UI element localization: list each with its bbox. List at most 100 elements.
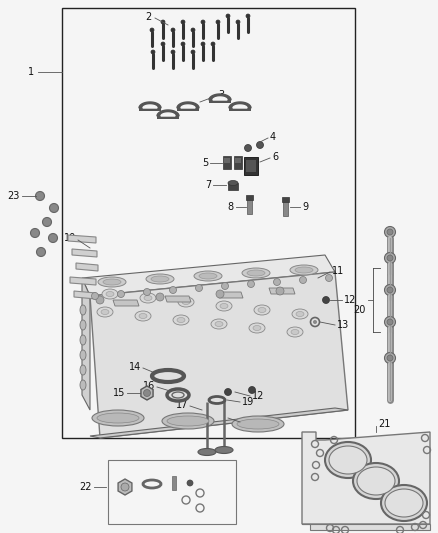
Circle shape (313, 320, 317, 324)
Ellipse shape (178, 297, 194, 307)
Polygon shape (269, 288, 295, 294)
Ellipse shape (80, 320, 86, 330)
Ellipse shape (182, 300, 190, 304)
Text: 8: 8 (228, 202, 234, 212)
Ellipse shape (215, 447, 233, 454)
Polygon shape (181, 105, 195, 108)
Ellipse shape (220, 303, 228, 309)
Polygon shape (177, 102, 199, 108)
Text: 14: 14 (129, 362, 141, 372)
Circle shape (246, 14, 250, 18)
Bar (157, 114, 179, 119)
Bar (282, 197, 289, 202)
Circle shape (226, 14, 230, 18)
Circle shape (187, 480, 193, 486)
Polygon shape (82, 255, 335, 296)
Circle shape (42, 217, 52, 227)
Ellipse shape (381, 485, 427, 521)
Ellipse shape (292, 309, 308, 319)
Ellipse shape (80, 365, 86, 375)
Polygon shape (302, 432, 430, 524)
Bar (247, 196, 252, 214)
Text: 15: 15 (113, 388, 125, 398)
Ellipse shape (139, 313, 147, 319)
Circle shape (300, 277, 307, 284)
Bar (228, 183, 238, 190)
Polygon shape (143, 105, 157, 108)
Text: 22: 22 (80, 482, 92, 492)
Ellipse shape (102, 289, 118, 299)
Ellipse shape (80, 350, 86, 360)
Bar (246, 160, 256, 172)
Ellipse shape (249, 323, 265, 333)
Bar (62, 8, 355, 438)
Ellipse shape (385, 489, 423, 517)
Polygon shape (90, 272, 348, 438)
Ellipse shape (194, 271, 222, 281)
Bar (234, 156, 242, 169)
Circle shape (156, 293, 164, 301)
Ellipse shape (198, 448, 216, 456)
Ellipse shape (287, 327, 303, 337)
Text: 6: 6 (272, 152, 278, 162)
Circle shape (244, 144, 251, 151)
Ellipse shape (140, 293, 156, 303)
Ellipse shape (146, 274, 174, 284)
Ellipse shape (97, 413, 139, 423)
Ellipse shape (101, 310, 109, 314)
Text: 21: 21 (378, 419, 390, 429)
Text: 9: 9 (302, 202, 308, 212)
Circle shape (191, 50, 195, 54)
Ellipse shape (173, 315, 189, 325)
Text: 2: 2 (146, 12, 152, 22)
Circle shape (325, 274, 332, 281)
Text: 7: 7 (205, 180, 211, 190)
Circle shape (36, 247, 46, 256)
Circle shape (247, 280, 254, 287)
Circle shape (171, 50, 175, 54)
Circle shape (144, 288, 151, 295)
Polygon shape (139, 102, 161, 108)
Ellipse shape (151, 276, 169, 282)
Ellipse shape (254, 305, 270, 315)
Circle shape (387, 355, 393, 361)
Circle shape (211, 42, 215, 46)
Circle shape (248, 386, 255, 393)
Text: 18: 18 (242, 417, 254, 427)
Ellipse shape (211, 319, 227, 329)
Circle shape (49, 204, 59, 213)
Circle shape (195, 285, 202, 292)
Circle shape (276, 287, 284, 295)
Circle shape (322, 296, 329, 303)
Circle shape (225, 389, 232, 395)
Circle shape (117, 290, 124, 297)
Ellipse shape (228, 181, 238, 185)
Circle shape (96, 296, 104, 304)
Circle shape (201, 20, 205, 24)
Text: 4: 4 (270, 132, 276, 142)
Polygon shape (118, 479, 132, 495)
Circle shape (385, 352, 396, 364)
Ellipse shape (237, 419, 279, 429)
Circle shape (216, 290, 224, 298)
Polygon shape (213, 97, 227, 100)
Polygon shape (157, 110, 179, 116)
Bar (223, 156, 231, 169)
Ellipse shape (106, 292, 114, 296)
Bar (229, 106, 251, 111)
Ellipse shape (177, 318, 185, 322)
Polygon shape (113, 300, 139, 306)
Polygon shape (70, 277, 96, 285)
Bar (246, 195, 253, 200)
Text: 13: 13 (337, 320, 349, 330)
Bar (235, 158, 241, 163)
Bar (172, 476, 176, 490)
Circle shape (31, 229, 39, 238)
Polygon shape (229, 102, 251, 108)
Ellipse shape (296, 311, 304, 317)
Bar (224, 158, 230, 163)
Circle shape (191, 28, 195, 32)
Bar (244, 157, 258, 175)
Bar (283, 198, 288, 216)
Polygon shape (68, 235, 96, 243)
